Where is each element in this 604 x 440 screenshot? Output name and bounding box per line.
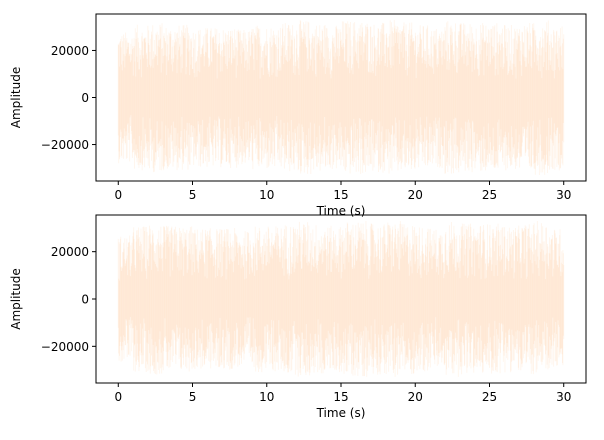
x-tick-label: 10 xyxy=(259,188,274,202)
x-tick-label: 5 xyxy=(189,390,197,404)
waveform xyxy=(117,19,565,176)
bottom-subplot: 0 5 10 15 20 25 30 −20000 0 20000 Time (s) Amplitud… xyxy=(9,214,587,420)
x-tick-label: 20 xyxy=(408,188,423,202)
x-tick-label: 10 xyxy=(259,390,274,404)
x-tick-label: 5 xyxy=(189,188,197,202)
y-axis-label: Amplitude xyxy=(9,67,23,129)
x-tick-label: 25 xyxy=(482,390,497,404)
y-tick-label: −20000 xyxy=(41,138,89,152)
x-axis-label: Time (s) xyxy=(316,406,366,420)
y-tick-label: 20000 xyxy=(51,44,89,58)
x-axis-label: Time (s) xyxy=(316,204,366,218)
y-tick-label: 0 xyxy=(81,293,89,307)
x-tick-label: 20 xyxy=(408,390,423,404)
y-tick-label: 0 xyxy=(81,91,89,105)
y-tick-label: 20000 xyxy=(51,245,89,259)
y-tick-label: −20000 xyxy=(41,340,89,354)
x-tick-label: 0 xyxy=(114,390,122,404)
waveform xyxy=(117,221,565,377)
x-tick-label: 30 xyxy=(556,390,571,404)
x-tick-label: 15 xyxy=(333,390,348,404)
x-tick-label: 30 xyxy=(556,188,571,202)
x-tick-label: 15 xyxy=(333,188,348,202)
x-tick-label: 25 xyxy=(482,188,497,202)
y-axis-label: Amplitude xyxy=(9,268,23,330)
top-subplot: 0 5 10 15 20 25 30 −20000 0 20000 Time (s) Amplitud… xyxy=(9,13,587,218)
x-tick-label: 0 xyxy=(114,188,122,202)
